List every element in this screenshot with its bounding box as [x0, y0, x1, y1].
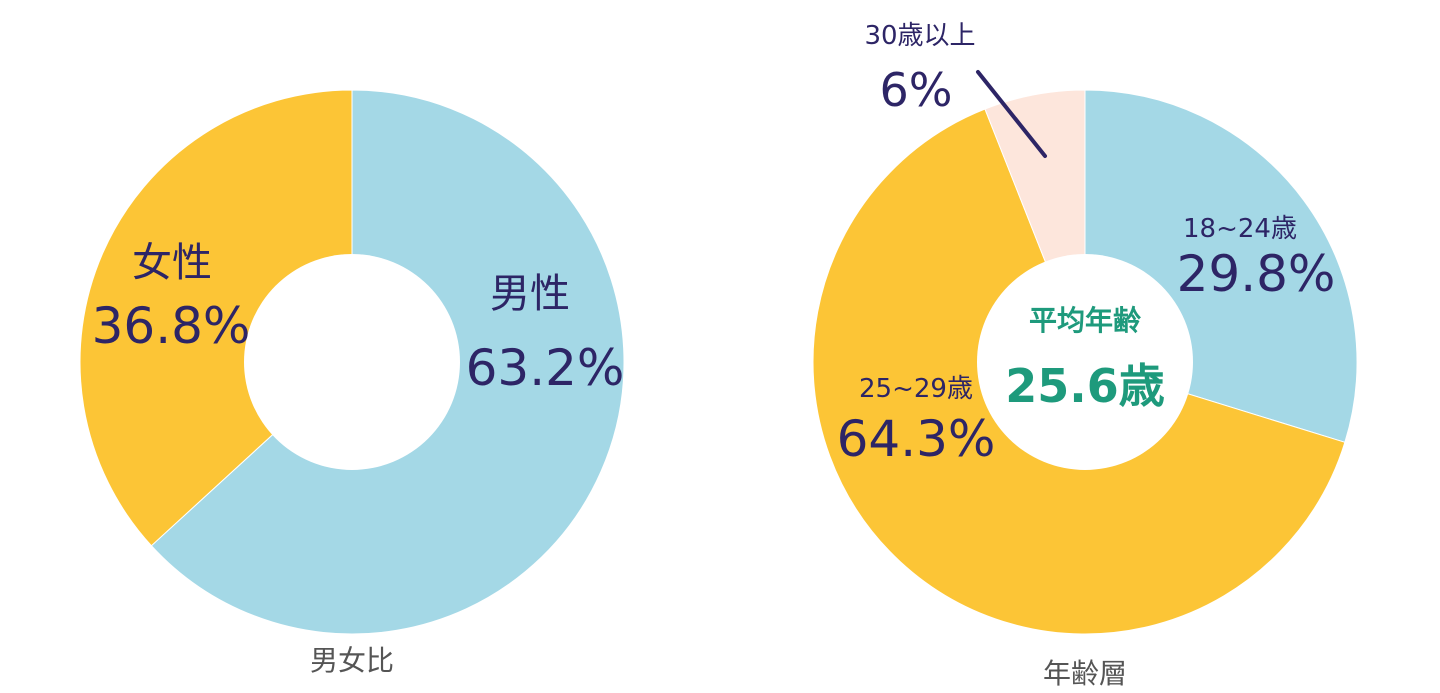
slice-label-30-plus: 30歳以上: [864, 21, 975, 51]
center-label: 平均年齢: [1029, 304, 1141, 337]
gender-donut-hole: [244, 254, 460, 470]
leader-line-30-plus: [976, 70, 1047, 158]
slice-female: [79, 89, 353, 547]
slice-label-female: 女性: [132, 240, 212, 286]
gender-ratio-chart: 男性 63.2% 女性 36.8% 男女比: [79, 89, 625, 677]
chart-title-age: 年齢層: [1043, 657, 1127, 690]
slice-value-30-plus: 6%: [880, 63, 953, 117]
chart-title-gender: 男女比: [310, 644, 394, 677]
slice-label-25-29: 25~29歳: [859, 374, 973, 404]
slice-value-female: 36.8%: [92, 297, 251, 355]
slice-value-18-24: 29.8%: [1177, 245, 1336, 303]
slice-label-male: 男性: [490, 271, 570, 317]
age-center-circle: [977, 254, 1193, 470]
slice-value-male: 63.2%: [466, 339, 625, 397]
age-distribution-chart: 平均年齢 25.6歳 18~24歳 29.8% 25~29歳 64.3% 30歳…: [812, 21, 1358, 690]
slice-value-25-29: 64.3%: [837, 410, 996, 468]
slice-label-18-24: 18~24歳: [1183, 214, 1297, 244]
center-value: 25.6歳: [1005, 359, 1165, 413]
